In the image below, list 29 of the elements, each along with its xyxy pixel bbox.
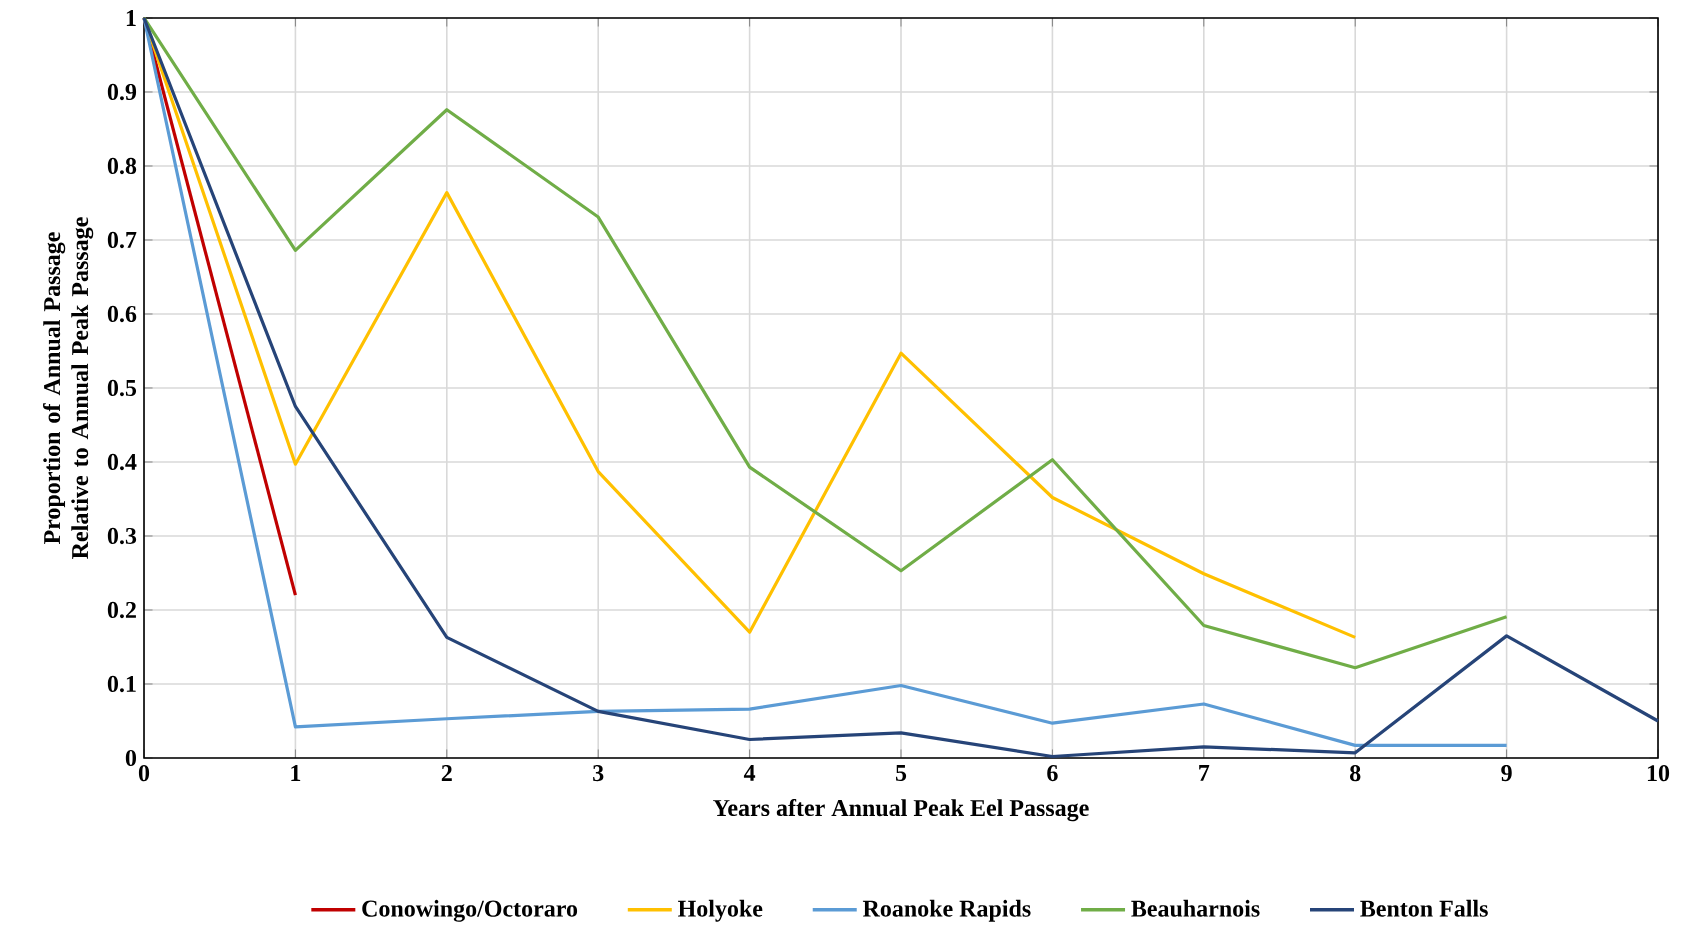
- x-tick-label: 4: [743, 765, 756, 781]
- x-tick-label: 1: [291, 765, 301, 781]
- legend-label: Holyoke: [678, 899, 763, 922]
- legend-label: Roanoke Rapids: [862, 899, 1031, 922]
- legend-label: Benton Falls: [1360, 899, 1488, 917]
- x-tick-label: 3: [593, 765, 604, 782]
- y-tick-label: 0.7: [107, 231, 137, 249]
- y-tick-label: 0.5: [107, 379, 137, 397]
- x-tick-label: 10: [1647, 765, 1670, 782]
- y-axis-title: Proportion of Annual Passage Relative to Annual Peak Passage: [43, 217, 94, 559]
- y-tick-label: 0.8: [107, 157, 137, 175]
- x-tick-label: 8: [1350, 765, 1361, 782]
- x-tick-label: 9: [1501, 765, 1512, 782]
- x-tick-label: 6: [1047, 765, 1058, 782]
- y-tick-label: 0.6: [107, 305, 137, 323]
- x-tick-label: 5: [895, 765, 907, 781]
- y-tick-label: 0.4: [107, 453, 137, 471]
- y-tick-label: 0.1: [107, 675, 136, 693]
- x-tick-label: 0: [138, 765, 150, 782]
- legend-label: Conowingo/Octoraro: [362, 899, 578, 922]
- legend-label: Beauharnois: [1131, 899, 1260, 917]
- y-tick-label: 0.2: [107, 601, 136, 619]
- x-axis-title: Years after Annual Peak Eel Passage: [713, 798, 1089, 822]
- x-tick-label: 7: [1199, 765, 1210, 781]
- y-tick-label: 0: [125, 749, 137, 767]
- y-tick-label: 0.3: [107, 527, 137, 545]
- y-tick-label: 0.9: [107, 83, 137, 101]
- y-tick-label: 1: [126, 10, 136, 26]
- x-tick-label: 2: [441, 765, 452, 781]
